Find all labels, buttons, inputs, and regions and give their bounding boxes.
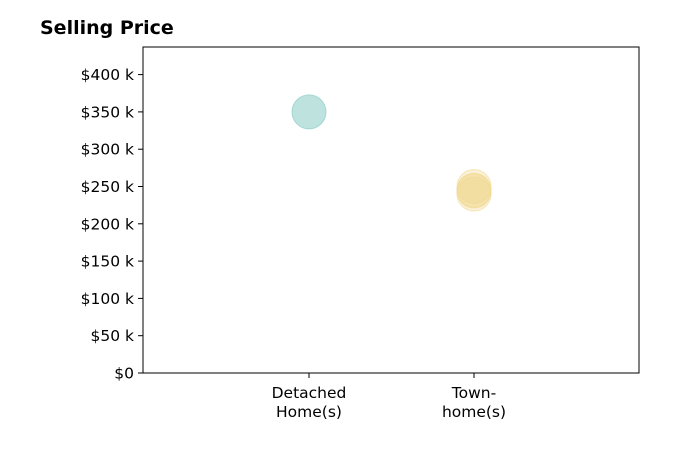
y-tick-label-4: $200 k	[81, 215, 134, 233]
data-point-0-0	[291, 94, 327, 130]
x-tick-label-0: Detached Home(s)	[272, 384, 347, 421]
data-points	[291, 94, 492, 212]
data-point-1-3	[456, 173, 492, 209]
chart-title: Selling Price	[40, 17, 174, 39]
y-tick-label-2: $100 k	[81, 290, 134, 308]
y-tick-label-3: $150 k	[81, 253, 134, 271]
y-axis: $0 $50 k $100 k $150 k $200 k $250 k $300 k $35…	[81, 66, 143, 383]
plot-area-frame	[142, 46, 640, 374]
x-axis: Detached Home(s) Town-home(s)	[272, 373, 506, 421]
y-tick-label-7: $350 k	[81, 103, 134, 121]
y-tick-label-6: $300 k	[81, 141, 134, 159]
y-tick-label-1: $50 k	[91, 327, 135, 345]
y-tick-label-0: $0	[114, 365, 134, 383]
y-tick-label-5: $250 k	[81, 178, 134, 196]
y-tick-label-8: $400 k	[81, 66, 134, 84]
x-tick-label-1: Town-home(s)	[442, 384, 506, 421]
